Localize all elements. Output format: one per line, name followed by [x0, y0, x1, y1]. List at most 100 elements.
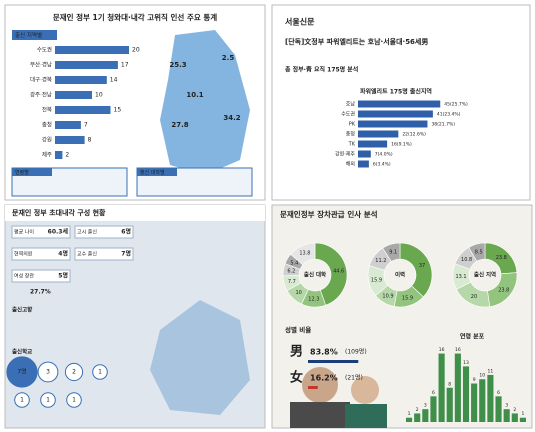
- item-box: [11, 225, 71, 239]
- bar: [358, 110, 433, 118]
- item-label: 여성 장관: [14, 273, 34, 280]
- school-label: 1: [72, 397, 76, 404]
- school-label: 1: [98, 369, 102, 376]
- region-label: 강원: [42, 136, 52, 144]
- item-box: [11, 269, 71, 283]
- item-label: 평균 나이: [14, 229, 34, 236]
- age-bar: [438, 353, 445, 422]
- region-value: 7: [84, 122, 88, 129]
- age-bar: [495, 396, 502, 422]
- gender-value: 83.8%: [310, 348, 338, 357]
- item-value: 60.3세: [48, 228, 69, 236]
- region-label: 부산·경남: [30, 61, 52, 69]
- map-value: 2.5: [222, 54, 235, 62]
- box-title: 연령별: [15, 169, 29, 176]
- segment-value: 10.8: [461, 257, 472, 263]
- age-bar: [454, 353, 461, 422]
- person-head: [302, 367, 338, 403]
- section-header: 출신학교: [12, 348, 32, 356]
- title-bar: [5, 205, 265, 221]
- person-body: [290, 402, 350, 428]
- school-label: 1: [46, 397, 50, 404]
- bar-label: 호남: [346, 101, 356, 108]
- item-value: 7명: [121, 250, 131, 258]
- age-bar: [430, 396, 437, 422]
- gender-count: (109명): [345, 348, 367, 356]
- segment-value: 9.1: [389, 249, 397, 255]
- region-label: 수도권: [37, 46, 52, 54]
- item-box: [74, 247, 134, 261]
- region-bar: [55, 106, 111, 114]
- segment-value: 10.9: [382, 293, 393, 299]
- age-bar: [487, 374, 494, 422]
- segment-value: 15.9: [402, 295, 413, 301]
- school-circle: [40, 392, 56, 408]
- segment-value: 5.4: [290, 260, 298, 266]
- bar-label: 충청: [346, 131, 355, 138]
- segment-value: 12.3: [308, 296, 319, 302]
- age-bar: [406, 417, 413, 422]
- bar: [358, 130, 399, 138]
- item-value: 6명: [121, 228, 131, 236]
- age-bar: [471, 383, 478, 422]
- age-value: 8: [448, 381, 451, 387]
- segment-value: 44.6: [333, 268, 344, 274]
- age-value: 1: [521, 411, 524, 417]
- age-value: 11: [488, 368, 494, 374]
- bar: [358, 100, 441, 108]
- bar-value: 41(23.4%): [437, 112, 461, 118]
- segment-value: 7.7: [288, 279, 296, 285]
- bar: [358, 120, 428, 128]
- school-circle: [6, 356, 38, 388]
- age-bar: [422, 409, 429, 422]
- bar: [358, 150, 371, 158]
- segment-value: 11.2: [375, 258, 386, 264]
- region-value: 14: [110, 77, 118, 84]
- age-value: 2: [513, 407, 516, 413]
- donut-title: 출신 대학: [304, 271, 326, 279]
- age-bar: [511, 413, 518, 422]
- map-shape: [160, 30, 250, 175]
- segment-value: 15.9: [371, 277, 382, 283]
- headline: [단독]文정부 파워엘리트는 호남·서울대·56세男: [285, 37, 428, 46]
- age-bar: [462, 366, 470, 422]
- region-value: 20: [132, 47, 140, 54]
- school-label: 3: [46, 369, 50, 376]
- age-bar: [519, 417, 526, 422]
- age-value: 9: [473, 377, 476, 383]
- gender-name: 男: [290, 345, 303, 360]
- segment-value: 37: [419, 263, 425, 269]
- segment-value: 10: [295, 290, 301, 296]
- subhead: 총 정부·靑 요직 175명 분석: [285, 66, 358, 74]
- item-value: 5명: [58, 272, 68, 280]
- age-bar: [446, 387, 453, 422]
- region-bar: [55, 61, 118, 69]
- segment-value: 23.8: [498, 287, 509, 293]
- header-box: [12, 30, 57, 40]
- region-bar: [55, 121, 81, 129]
- age-bar: [479, 379, 486, 422]
- age-value: 10: [479, 373, 485, 379]
- donut-segment: [314, 242, 348, 306]
- panel-title: 문재인 정부 초대내각 구성 현황: [12, 208, 106, 217]
- region-label: 충청: [42, 121, 52, 129]
- age-value: 3: [505, 403, 508, 409]
- donut-segment: [290, 242, 316, 266]
- school-circle: [66, 392, 82, 408]
- bar: [358, 160, 369, 168]
- region-bar: [55, 91, 92, 99]
- region-bar: [55, 46, 129, 54]
- bar-value: 38(21.7%): [431, 122, 455, 128]
- school-label: 1: [20, 397, 24, 404]
- donut-title: 출신 지역: [474, 271, 496, 279]
- segment-value: 13.1: [455, 274, 466, 280]
- age-value: 13: [463, 360, 469, 366]
- school-circle: [37, 361, 59, 383]
- school-label: 2: [72, 369, 76, 376]
- person-head: [351, 376, 379, 404]
- map-shape: [150, 300, 250, 415]
- map-value: 27.8: [171, 121, 188, 129]
- bar-value: 45(25.7%): [444, 102, 468, 108]
- donut-segment: [382, 242, 401, 262]
